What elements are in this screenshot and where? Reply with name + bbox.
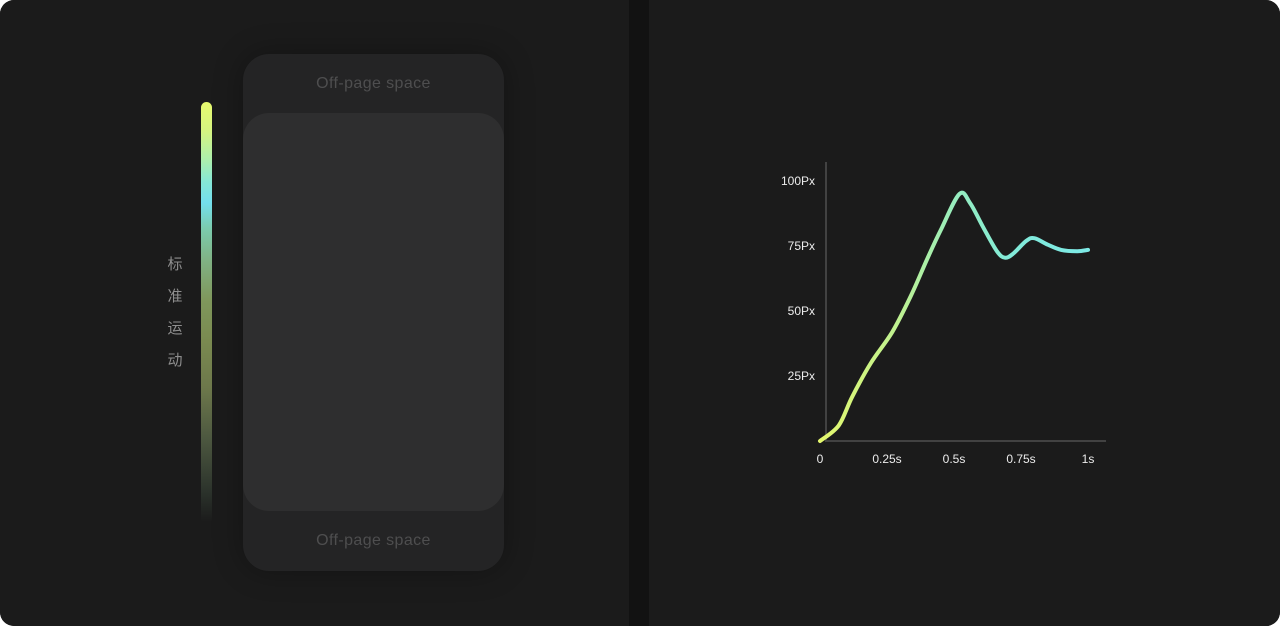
motion-label-char: 标 xyxy=(167,256,183,273)
offpage-top-label: Off-page space xyxy=(316,74,431,92)
preview-panel: 标 准 运 动 Off-page space Off-page space xyxy=(0,0,629,626)
motion-label-char: 运 xyxy=(167,320,183,337)
offpage-card: Off-page space Off-page space xyxy=(243,54,504,571)
motion-label: 标 准 运 动 xyxy=(158,249,192,377)
offpage-bottom-label: Off-page space xyxy=(316,532,431,549)
chart-panel xyxy=(649,0,1280,626)
motion-label-char: 动 xyxy=(167,352,183,369)
panel-divider xyxy=(629,0,649,626)
motion-trail-bar xyxy=(201,102,212,522)
motion-label-char: 准 xyxy=(167,288,183,305)
page-surface xyxy=(243,113,504,511)
